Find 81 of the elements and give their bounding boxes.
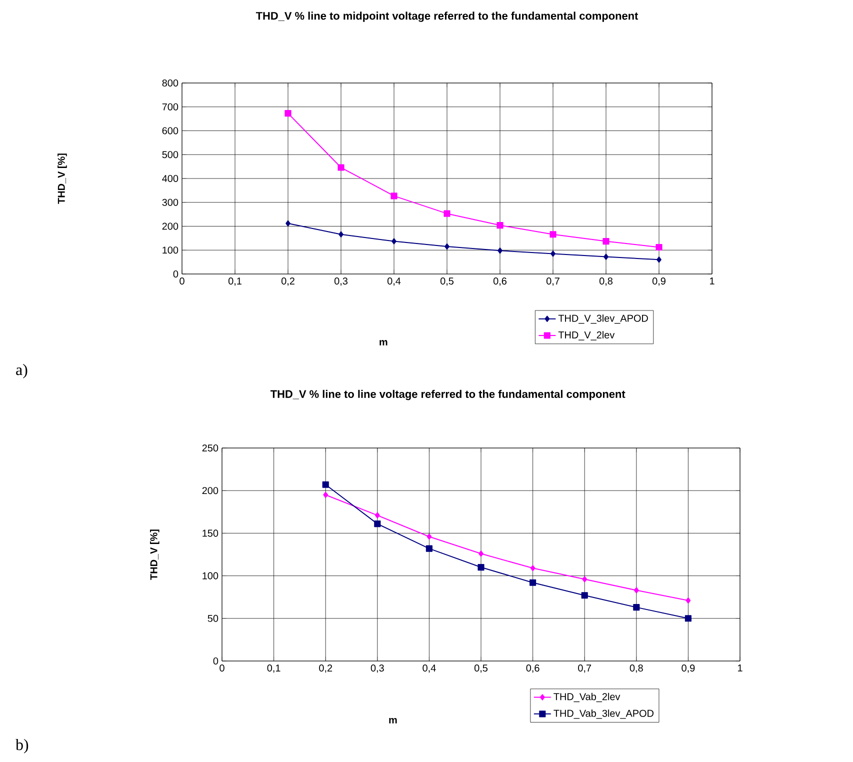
y-tick-label: 0 [213,657,218,665]
x-axis-title: m [380,340,388,346]
x-tick-label: 1 [710,278,714,284]
point [478,550,484,557]
point [322,481,329,488]
text: b) [16,738,28,754]
y-tick-label: 100 [202,572,218,580]
y-tick-label: 800 [162,79,178,87]
point [478,564,484,571]
x-tick-label: 0,9 [652,278,666,286]
legend-label: THD_V_2lev [558,331,615,340]
text: a) [16,364,28,378]
point [444,243,450,250]
chart-title: THD_V % line to line voltage referred to the fundamental component [270,390,626,400]
point [656,256,662,263]
x-tick-label: 0,2 [281,278,294,286]
x-tick-label: 0,7 [578,664,592,673]
point [686,597,691,604]
x-tick-label: 0,5 [440,278,454,286]
y-tick-label: 0 [173,270,178,278]
point [338,164,344,171]
point [444,210,450,217]
point [374,512,380,518]
y-tick-label: 400 [162,174,178,182]
x-tick-label: 0 [180,278,184,285]
y-tick-label: 200 [202,487,218,494]
x-tick-label: 0 [220,664,224,672]
legend-label: THD_V_3lev_APOD [558,314,648,324]
point [550,250,556,257]
point [530,565,536,572]
chart-title: THD_V % line to midpoint voltage referred to the fundamental component [256,12,638,22]
point [604,254,608,260]
x-tick-label: 0,7 [546,278,560,286]
x-tick-label: 0,2 [319,664,332,673]
point [684,615,692,622]
point [392,238,396,244]
point [582,576,588,582]
point [602,238,610,245]
y-tick-label: 200 [162,222,178,230]
y-axis-title: THD_V [%] [150,530,160,580]
point [284,110,292,117]
point [633,604,640,611]
x-tick-label: 0,9 [682,664,695,673]
y-tick-label: 600 [162,127,178,134]
y-tick-label: 250 [202,444,218,452]
point [656,244,662,251]
x-tick-label: 0,4 [387,278,401,286]
point [426,534,432,540]
y-axis-title: THD_V [%] [58,154,67,204]
point [374,520,381,528]
point [498,248,502,254]
y-tick-label: 500 [162,151,178,158]
x-tick-label: 0,5 [474,664,488,673]
point [550,231,556,238]
x-tick-label: 0,3 [370,664,384,673]
point [530,579,536,586]
x-tick-label: 0,1 [267,664,280,673]
x-tick-label: 0,8 [630,664,643,673]
y-tick-label: 50 [208,614,218,622]
x-tick-label: 0,3 [334,278,348,286]
legend-label: THD_Vab_3lev_APOD [554,710,654,719]
x-tick-label: 0,8 [599,278,612,286]
point [634,587,639,594]
y-tick-label: 300 [162,198,178,206]
point [390,192,398,200]
point [338,231,344,238]
x-tick-label: 0,1 [228,278,242,286]
y-tick-label: 150 [202,530,218,537]
point [426,545,432,552]
x-tick-label: 0,4 [422,664,436,673]
y-tick-label: 100 [162,246,178,254]
legend-label: THD_Vab_2lev [554,692,620,702]
point [323,492,328,498]
x-tick-label: 1 [738,664,742,672]
y-tick-label: 700 [162,103,178,110]
x-tick-label: 0,6 [526,664,540,673]
x-tick-label: 0,6 [493,278,506,286]
point [496,222,504,229]
point [286,220,290,226]
x-axis-title: m [389,718,397,724]
point [581,592,588,599]
